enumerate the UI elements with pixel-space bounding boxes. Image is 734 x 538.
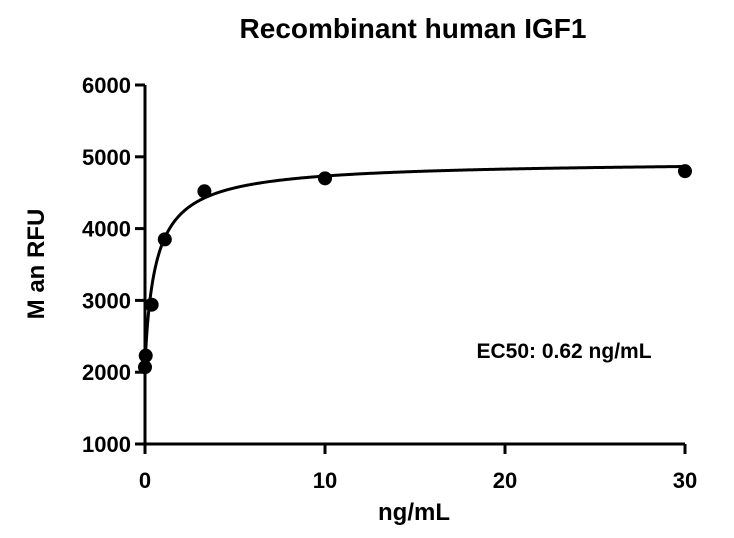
y-tick-label: 6000: [82, 73, 131, 98]
data-points: [138, 164, 692, 375]
y-tick-label: 4000: [82, 217, 131, 242]
x-tick-label: 30: [673, 468, 697, 493]
x-axis-label: ng/mL: [378, 499, 450, 526]
y-axis-label: M an RFU: [23, 209, 50, 320]
data-point: [144, 297, 159, 312]
chart-title: Recombinant human IGF1: [240, 13, 587, 44]
data-point: [138, 348, 153, 363]
x-tick-label: 10: [313, 468, 337, 493]
data-point: [318, 171, 332, 186]
y-tick-label: 2000: [82, 360, 131, 385]
x-tick-label: 20: [493, 468, 517, 493]
y-tick-label: 5000: [82, 145, 131, 170]
data-point: [678, 164, 692, 179]
x-axis-ticks: 0 10 20 30: [139, 444, 697, 493]
data-point: [138, 360, 152, 375]
x-tick-label: 0: [139, 468, 151, 493]
y-tick-label: 1000: [82, 432, 131, 457]
y-tick-label: 3000: [82, 288, 131, 313]
ec50-annotation: EC50: 0.62 ng/mL: [476, 340, 651, 363]
data-point: [197, 184, 212, 199]
y-axis-ticks: 1000 2000 3000 4000 5000 6000: [82, 73, 145, 457]
data-point: [157, 232, 172, 247]
fit-curve: [143, 165, 686, 368]
